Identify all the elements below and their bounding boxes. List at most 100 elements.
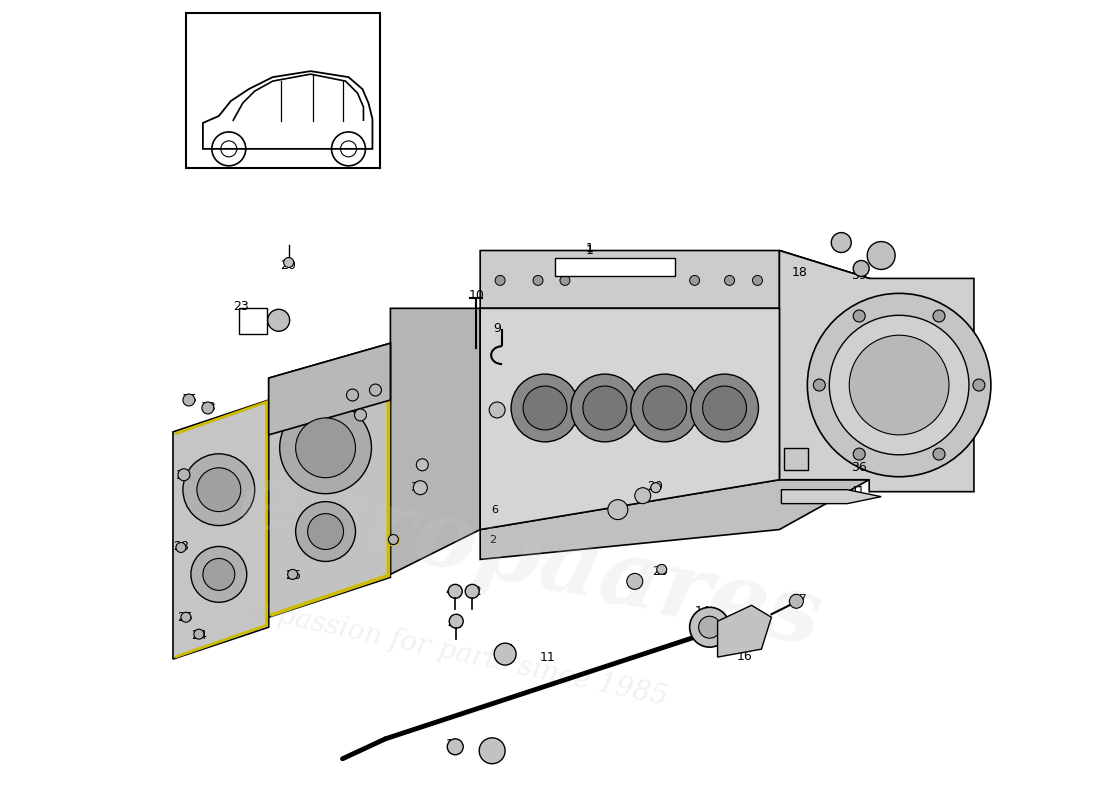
Text: 20: 20: [652, 565, 668, 578]
Text: 28: 28: [173, 540, 189, 553]
Circle shape: [534, 275, 543, 286]
Text: 43: 43: [446, 585, 461, 598]
Polygon shape: [717, 606, 771, 657]
Circle shape: [635, 488, 651, 504]
Polygon shape: [481, 308, 780, 530]
Circle shape: [465, 584, 480, 598]
Text: 16: 16: [737, 650, 752, 662]
Circle shape: [560, 275, 570, 286]
Text: 13: 13: [446, 738, 461, 751]
Circle shape: [194, 630, 204, 639]
Text: 40: 40: [830, 233, 846, 246]
Circle shape: [725, 275, 735, 286]
Circle shape: [630, 374, 698, 442]
Text: 12: 12: [486, 744, 502, 758]
Text: 32: 32: [410, 481, 426, 494]
Circle shape: [416, 458, 428, 470]
Circle shape: [790, 594, 803, 608]
Text: 35: 35: [182, 393, 197, 406]
Text: 1: 1: [586, 244, 594, 257]
Circle shape: [183, 394, 195, 406]
Text: 38: 38: [873, 248, 889, 261]
Polygon shape: [481, 480, 869, 559]
Text: 24: 24: [191, 629, 207, 642]
Circle shape: [813, 379, 825, 391]
Circle shape: [832, 233, 851, 253]
Text: 8: 8: [791, 450, 800, 462]
Text: 2 4 6: 2 4 6: [553, 259, 582, 270]
Circle shape: [183, 454, 255, 526]
Circle shape: [180, 612, 191, 622]
Circle shape: [854, 310, 866, 322]
Circle shape: [691, 374, 759, 442]
Circle shape: [854, 261, 869, 277]
Text: 9: 9: [493, 322, 502, 334]
Text: 20: 20: [647, 480, 662, 493]
Circle shape: [296, 418, 355, 478]
Text: 25: 25: [177, 610, 192, 624]
Circle shape: [178, 469, 190, 481]
Text: 11: 11: [540, 650, 556, 664]
Text: 33: 33: [200, 402, 216, 414]
Circle shape: [657, 565, 667, 574]
Text: 2: 2: [490, 534, 497, 545]
Circle shape: [627, 574, 642, 590]
Text: 36: 36: [851, 462, 867, 474]
Text: 26: 26: [285, 569, 300, 582]
Circle shape: [933, 310, 945, 322]
Circle shape: [449, 614, 463, 628]
Circle shape: [191, 546, 246, 602]
Text: 15: 15: [498, 642, 514, 656]
Text: 23: 23: [233, 300, 249, 313]
Text: 21: 21: [635, 488, 650, 501]
Text: 41: 41: [849, 485, 865, 498]
Circle shape: [308, 514, 343, 550]
Circle shape: [490, 402, 505, 418]
Text: europaares: europaares: [231, 454, 829, 665]
Bar: [556, 258, 674, 277]
Text: 19: 19: [626, 576, 641, 589]
Polygon shape: [781, 490, 881, 504]
Text: 6: 6: [492, 505, 498, 514]
Bar: [186, 14, 381, 168]
Circle shape: [972, 379, 984, 391]
Circle shape: [690, 275, 700, 286]
Text: 17: 17: [791, 593, 807, 606]
Circle shape: [867, 242, 895, 270]
Text: 3 5: 3 5: [641, 262, 659, 273]
Text: 2 4 6: 2 4 6: [553, 262, 582, 273]
Circle shape: [752, 275, 762, 286]
Text: 10: 10: [469, 289, 484, 302]
Circle shape: [698, 616, 720, 638]
Circle shape: [197, 468, 241, 512]
Circle shape: [494, 643, 516, 665]
Circle shape: [583, 386, 627, 430]
Text: 27: 27: [386, 536, 403, 549]
Circle shape: [288, 570, 298, 579]
Circle shape: [202, 402, 213, 414]
Circle shape: [642, 386, 686, 430]
Circle shape: [414, 481, 427, 494]
Text: 4: 4: [419, 458, 426, 469]
Circle shape: [854, 448, 866, 460]
Text: a passion for parts since 1985: a passion for parts since 1985: [250, 597, 670, 711]
Text: 34: 34: [175, 470, 190, 482]
Circle shape: [284, 258, 294, 267]
Circle shape: [480, 738, 505, 764]
Text: 18: 18: [791, 266, 807, 279]
Text: 22: 22: [610, 505, 626, 518]
Circle shape: [354, 409, 366, 421]
Polygon shape: [268, 343, 390, 618]
Text: 29: 29: [342, 391, 359, 405]
Circle shape: [279, 402, 372, 494]
Polygon shape: [173, 400, 268, 659]
Polygon shape: [268, 343, 390, 435]
Text: 1: 1: [586, 242, 594, 255]
Circle shape: [703, 386, 747, 430]
Circle shape: [388, 534, 398, 545]
Polygon shape: [481, 250, 869, 308]
Circle shape: [933, 448, 945, 460]
Circle shape: [176, 542, 186, 553]
Circle shape: [346, 389, 359, 401]
Circle shape: [448, 739, 463, 754]
